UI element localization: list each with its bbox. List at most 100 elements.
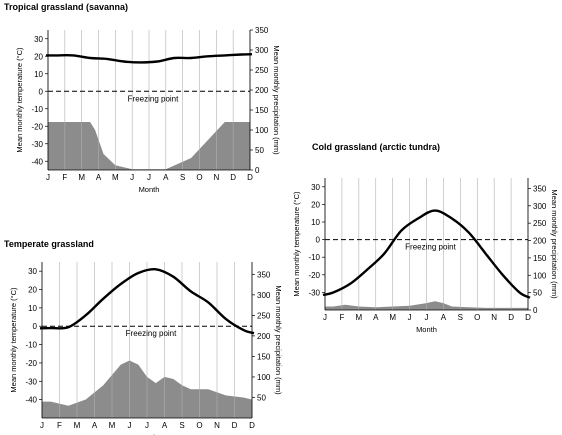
y2-tick-label: 150 [533,254,547,263]
x-tick-label: D [249,421,255,430]
chart-panel-1: Tropical grassland (savanna) Freezing poi… [4,2,281,194]
x-tick-label: A [162,421,168,430]
temperature-point [224,54,226,57]
x-tick-label: M [109,421,116,430]
y2-tick-label: 350 [533,184,547,193]
temperature-point [137,272,140,274]
x-tick-label: D [525,313,531,322]
x-tick-label: A [163,173,169,182]
temperature-line [46,53,253,64]
y-tick-label: -20 [31,122,43,131]
y-tick-label: 30 [311,183,320,192]
y-tick-label: -40 [25,396,37,405]
y2-tick-label: 250 [257,311,271,320]
y2-axis-label: Mean monthly precipitation (mm) [550,189,559,299]
temperature-point [468,231,470,234]
temperature-point [102,297,105,300]
temperature-point [451,217,453,220]
y-tick-label: 30 [28,267,37,276]
y-tick-label: -30 [308,288,320,297]
x-tick-label: S [179,421,184,430]
temperature-point [173,57,176,59]
x-tick-label: M [355,313,362,322]
x-tick-label: J [128,421,132,430]
y-tick-label: 30 [34,35,43,44]
chart-title: Tropical grassland (savanna) [4,2,128,12]
y2-tick-label: 200 [255,86,269,95]
y-tick-label: 0 [316,236,321,245]
temperature-point [207,55,209,58]
x-tick-label: M [74,421,81,430]
x-tick-label: D [232,421,238,430]
x-tick-label: J [145,421,149,430]
y2-axis-label: Mean monthly precipitation (mm) [272,45,281,155]
x-tick-label: F [62,173,67,182]
x-tick-label: A [96,173,102,182]
temperature-point [501,274,504,276]
y2-tick-label: 0 [533,306,538,315]
y2-tick-label: 0 [255,166,260,175]
y-tick-label: -10 [308,253,320,262]
y-tick-label: 10 [34,70,43,79]
x-tick-label: M [112,173,119,182]
x-axis-label: Month [139,185,160,194]
temperature-point [120,283,122,285]
x-tick-label: A [441,313,447,322]
x-tick-label: O [474,313,480,322]
y2-tick-label: 150 [255,106,269,115]
temperature-point [242,329,245,331]
temperature-point [207,301,210,304]
y2-tick-label: 100 [533,271,547,280]
x-tick-label: M [389,313,396,322]
y-tick-label: -40 [31,157,43,166]
y-tick-label: -30 [25,377,37,386]
x-tick-label: O [196,421,202,430]
y2-tick-label: 200 [257,332,271,341]
x-tick-label: F [57,421,62,430]
y2-tick-label: 100 [257,373,271,382]
y-tick-label: -20 [25,359,37,368]
temperature-point [332,291,335,294]
x-axis-label: Month [416,325,437,334]
temperature-point [240,53,243,56]
freezing-point-label: Freezing point [405,243,456,252]
y2-tick-label: 300 [255,46,269,55]
chart-title: Cold grassland (arctic tundra) [312,142,440,152]
y2-tick-label: 300 [533,202,547,211]
x-tick-label: J [408,313,412,322]
temperature-point [349,282,352,285]
temperature-point [190,290,192,293]
y-tick-label: 20 [311,200,320,209]
x-tick-label: J [147,173,151,182]
x-tick-label: A [373,313,379,322]
x-tick-label: J [425,313,429,322]
x-tick-label: M [78,173,85,182]
x-tick-label: J [130,173,134,182]
y2-tick-label: 350 [255,26,269,35]
x-tick-label: D [508,313,514,322]
temperature-point [225,318,227,320]
y2-tick-label: 250 [255,66,269,75]
y2-tick-label: 150 [257,352,271,361]
y2-axis-label: Mean monthly precipitation (mm) [274,285,283,395]
x-tick-label: O [196,173,202,182]
y2-tick-label: 50 [255,146,264,155]
y-tick-label: 10 [28,304,37,313]
temperature-point [366,268,369,271]
temperature-point [383,252,386,255]
y-tick-label: 20 [34,52,43,61]
y-axis-label: Mean monthly temperature (°C) [15,47,24,153]
y-tick-label: -20 [308,271,320,280]
y-tick-label: 0 [33,322,38,331]
y2-tick-label: 50 [257,393,266,402]
chart-title: Temperate grassland [4,239,94,249]
y-tick-label: 0 [39,87,44,96]
temperature-point [400,230,402,232]
y2-tick-label: 200 [533,237,547,246]
temperature-point [434,209,436,212]
y2-tick-label: 300 [257,291,271,300]
temperature-point [72,54,75,57]
temperature-point [139,61,142,64]
